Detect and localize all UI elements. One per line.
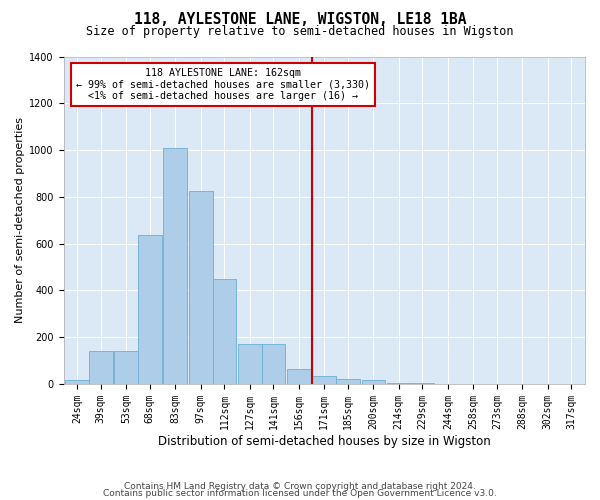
Bar xyxy=(262,344,286,384)
Bar xyxy=(212,278,236,384)
X-axis label: Distribution of semi-detached houses by size in Wigston: Distribution of semi-detached houses by … xyxy=(158,434,491,448)
Text: 118 AYLESTONE LANE: 162sqm
← 99% of semi-detached houses are smaller (3,330)
<1%: 118 AYLESTONE LANE: 162sqm ← 99% of semi… xyxy=(76,68,370,101)
Bar xyxy=(336,380,360,384)
Text: Size of property relative to semi-detached houses in Wigston: Size of property relative to semi-detach… xyxy=(86,25,514,38)
Text: 118, AYLESTONE LANE, WIGSTON, LE18 1BA: 118, AYLESTONE LANE, WIGSTON, LE18 1BA xyxy=(134,12,466,28)
Bar xyxy=(65,380,89,384)
Bar xyxy=(387,383,410,384)
Bar xyxy=(115,351,138,384)
Bar xyxy=(313,376,336,384)
Bar xyxy=(138,236,162,384)
Bar xyxy=(287,369,311,384)
Bar xyxy=(189,191,212,384)
Bar xyxy=(89,351,113,384)
Bar xyxy=(238,344,262,384)
Text: Contains public sector information licensed under the Open Government Licence v3: Contains public sector information licen… xyxy=(103,489,497,498)
Bar xyxy=(362,380,385,384)
Text: Contains HM Land Registry data © Crown copyright and database right 2024.: Contains HM Land Registry data © Crown c… xyxy=(124,482,476,491)
Y-axis label: Number of semi-detached properties: Number of semi-detached properties xyxy=(15,117,25,323)
Bar xyxy=(163,148,187,384)
